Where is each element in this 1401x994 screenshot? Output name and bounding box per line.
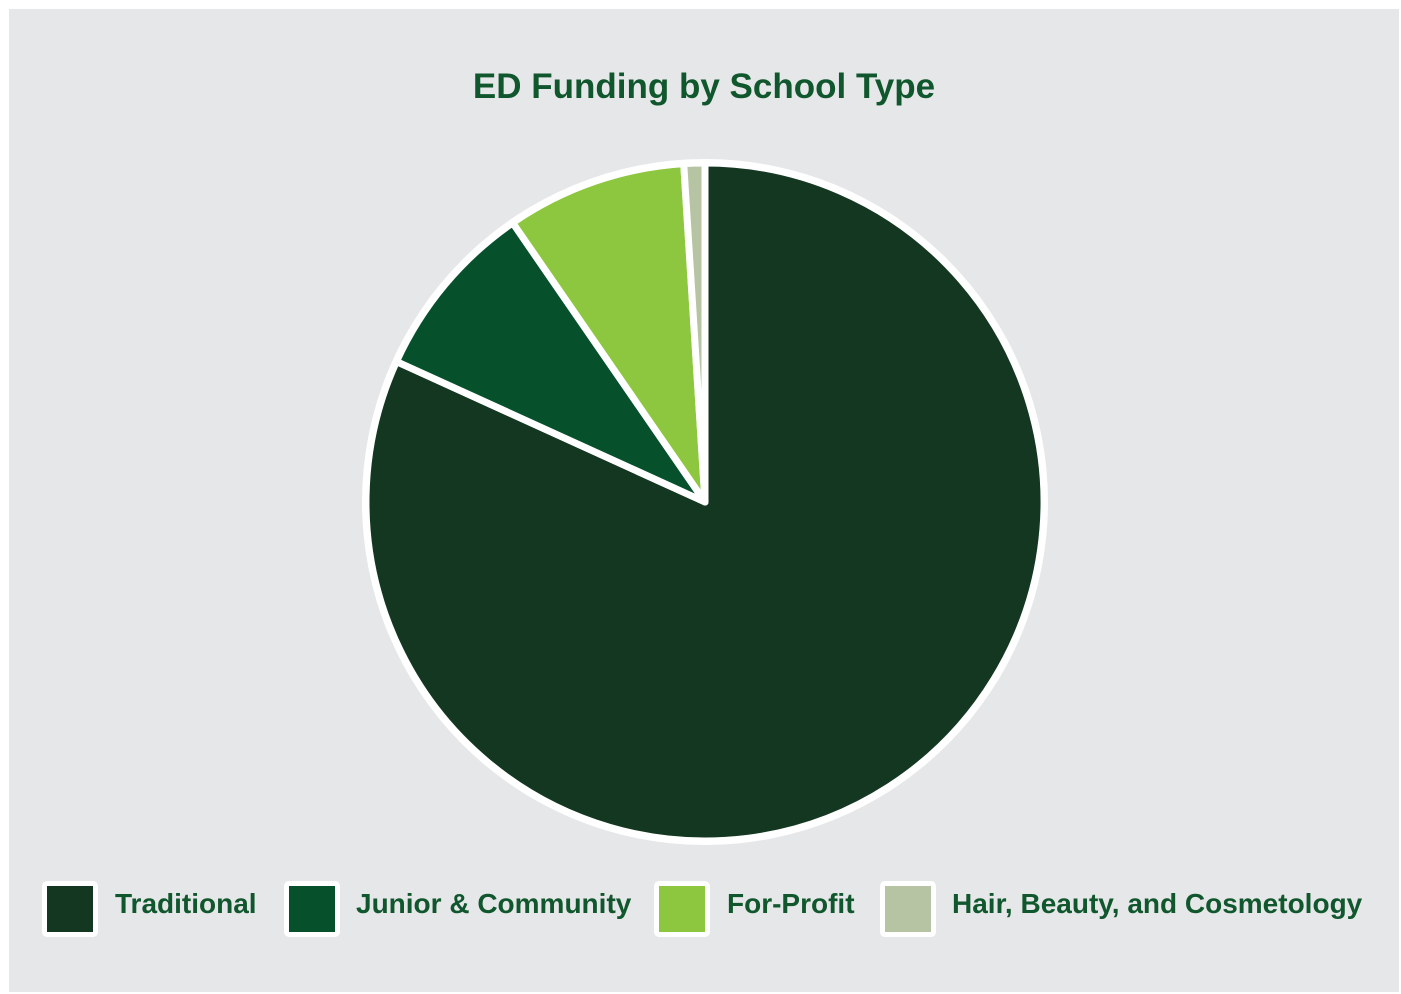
legend-swatch-hair-beauty-cosmetology — [880, 881, 936, 937]
legend-swatch-traditional — [42, 881, 98, 937]
legend-swatch-for-profit — [654, 881, 710, 937]
chart-title: ED Funding by School Type — [472, 67, 936, 106]
legend-label-for-profit: For-Profit — [727, 888, 855, 919]
pie-slice-hair-beauty-and-cosmetology — [680, 159, 709, 506]
legend-swatch-junior-community — [284, 881, 340, 937]
legend-label-traditional: Traditional — [115, 888, 257, 919]
pie-slices — [362, 159, 1048, 845]
legend-label-hair-beauty-cosmetology: Hair, Beauty, and Cosmetology — [952, 888, 1363, 919]
pie-slice-junior-community — [392, 219, 709, 506]
legend-label-junior-community: Junior & Community — [356, 888, 632, 919]
pie-slice-for-profit — [509, 160, 709, 506]
